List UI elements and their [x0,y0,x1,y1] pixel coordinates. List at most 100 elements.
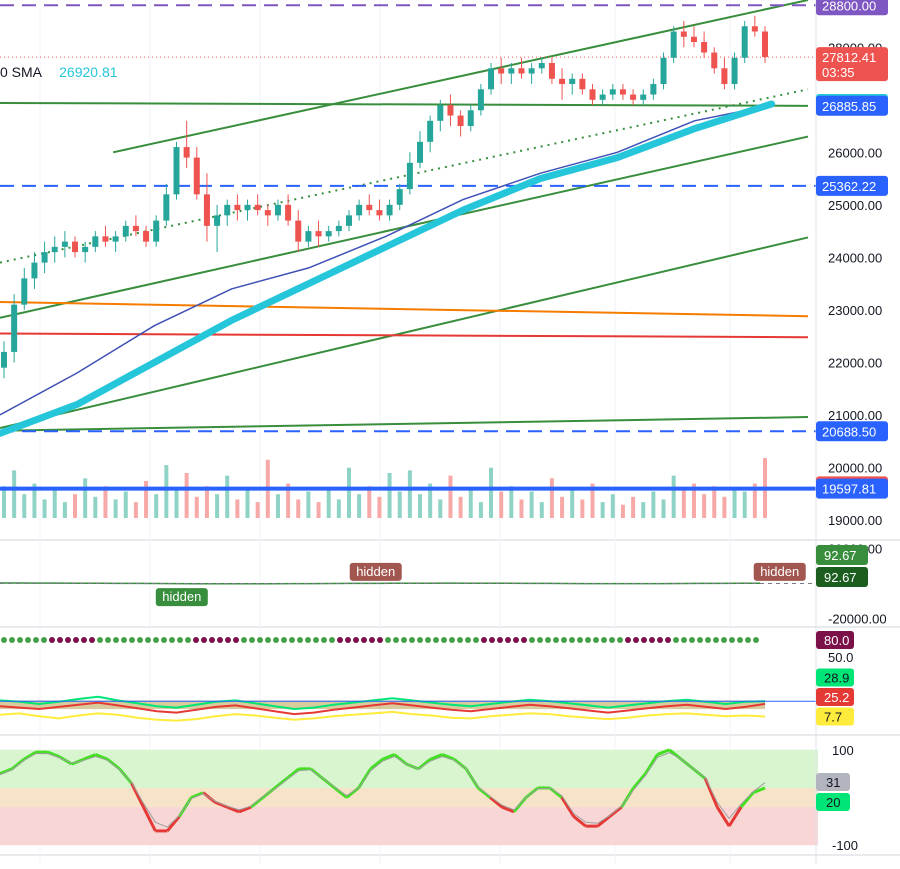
signal-dot [713,637,719,643]
volume-bar [489,467,494,518]
candle-body [214,215,221,226]
signal-dot [433,637,439,643]
signal-dot [441,637,447,643]
momentum-badge-label: 31 [826,775,840,790]
trend-line [0,88,809,264]
momentum-line-segment [226,805,240,814]
signal-dot [249,637,255,643]
volume-bar [529,491,534,518]
price-axis-tick: 23000.00 [828,303,882,318]
volume-bar [255,502,260,518]
trend-line [0,301,809,318]
volume-bar [184,472,189,518]
sma-legend-label: 0 SMA [0,64,42,80]
candle-body [619,89,626,95]
signal-dot [393,637,399,643]
signal-dot [641,637,647,643]
drawing-lines [0,0,818,491]
momentum-line-segment [369,758,384,771]
signal-dot [377,637,383,643]
candle-body [193,157,200,195]
momentum-line-segment [608,805,623,818]
candle-body [488,68,495,90]
volume-bar [52,488,57,518]
candle-body [102,236,109,242]
signal-dot [345,637,351,643]
price-badge-label: 28800.00 [822,0,876,13]
volume-bar [367,486,372,518]
price-badge [816,95,888,116]
volume-bar [316,502,321,518]
signal-dot [729,637,735,643]
signal-dot [241,637,247,643]
price-axis-tick: 25000.00 [828,198,882,213]
candle-body [173,147,180,195]
volume-bar [732,488,737,518]
momentum-line-segment [489,796,503,809]
signal-dot [745,637,751,643]
momentum-line-segment [656,748,670,756]
momentum-line-segment [11,758,25,771]
candle-body [467,110,474,127]
candle-body [1,351,7,368]
volume-bar [194,496,199,518]
volume-bar [62,502,67,518]
signal-dot [697,637,703,643]
signal-dot [577,637,583,643]
momentum-line-segment [273,777,288,790]
candle-body [457,115,464,127]
candle-body [203,194,210,226]
volume-bar [448,475,453,518]
zone-oversold [0,807,818,846]
volume-bar [570,488,575,518]
signal-dot [457,637,463,643]
signal-dot [361,637,367,643]
volume-bar [620,504,625,518]
sma-slow-line [0,104,772,416]
signal-dot [673,637,679,643]
candle-body [305,231,312,242]
price-badge [816,478,888,499]
indicator-badge [816,668,854,687]
signal-dot [201,637,207,643]
candle-body [132,225,139,232]
candle-body [224,204,231,216]
candle-body [264,210,271,216]
volume-bar [478,502,483,518]
candle-body [609,89,616,95]
sma-fast-line [0,100,776,437]
candle-body [589,89,596,100]
signal-dot [41,637,47,643]
volume-bar [113,499,118,518]
price-badge [816,47,888,82]
candle-body [650,84,657,95]
signal-dot [529,637,535,643]
volume-bar [712,486,717,518]
volume-bar [133,502,138,518]
momentum-line-segment [238,805,252,814]
signal-dot [193,637,199,643]
momentum-badge [816,793,850,811]
indicator-line [0,695,766,711]
momentum-line-segment [715,806,731,827]
signal-dot [585,637,591,643]
signal-dot [329,637,335,643]
momentum-line-segment [739,791,755,809]
candle-body [31,262,38,279]
signal-dot [705,637,711,643]
momentum-line-segment [596,815,611,828]
volume-bar [641,502,646,518]
hidden-annotation [753,562,806,581]
signal-dot [385,637,391,643]
trend-line [112,0,809,154]
volume-bar [438,499,443,518]
signal-dot [113,637,119,643]
signal-dot [81,637,87,643]
signal-dot [657,637,663,643]
signal-dot [209,637,215,643]
volume-bar [539,502,544,518]
signal-dot [633,637,639,643]
candle-body [92,236,99,247]
